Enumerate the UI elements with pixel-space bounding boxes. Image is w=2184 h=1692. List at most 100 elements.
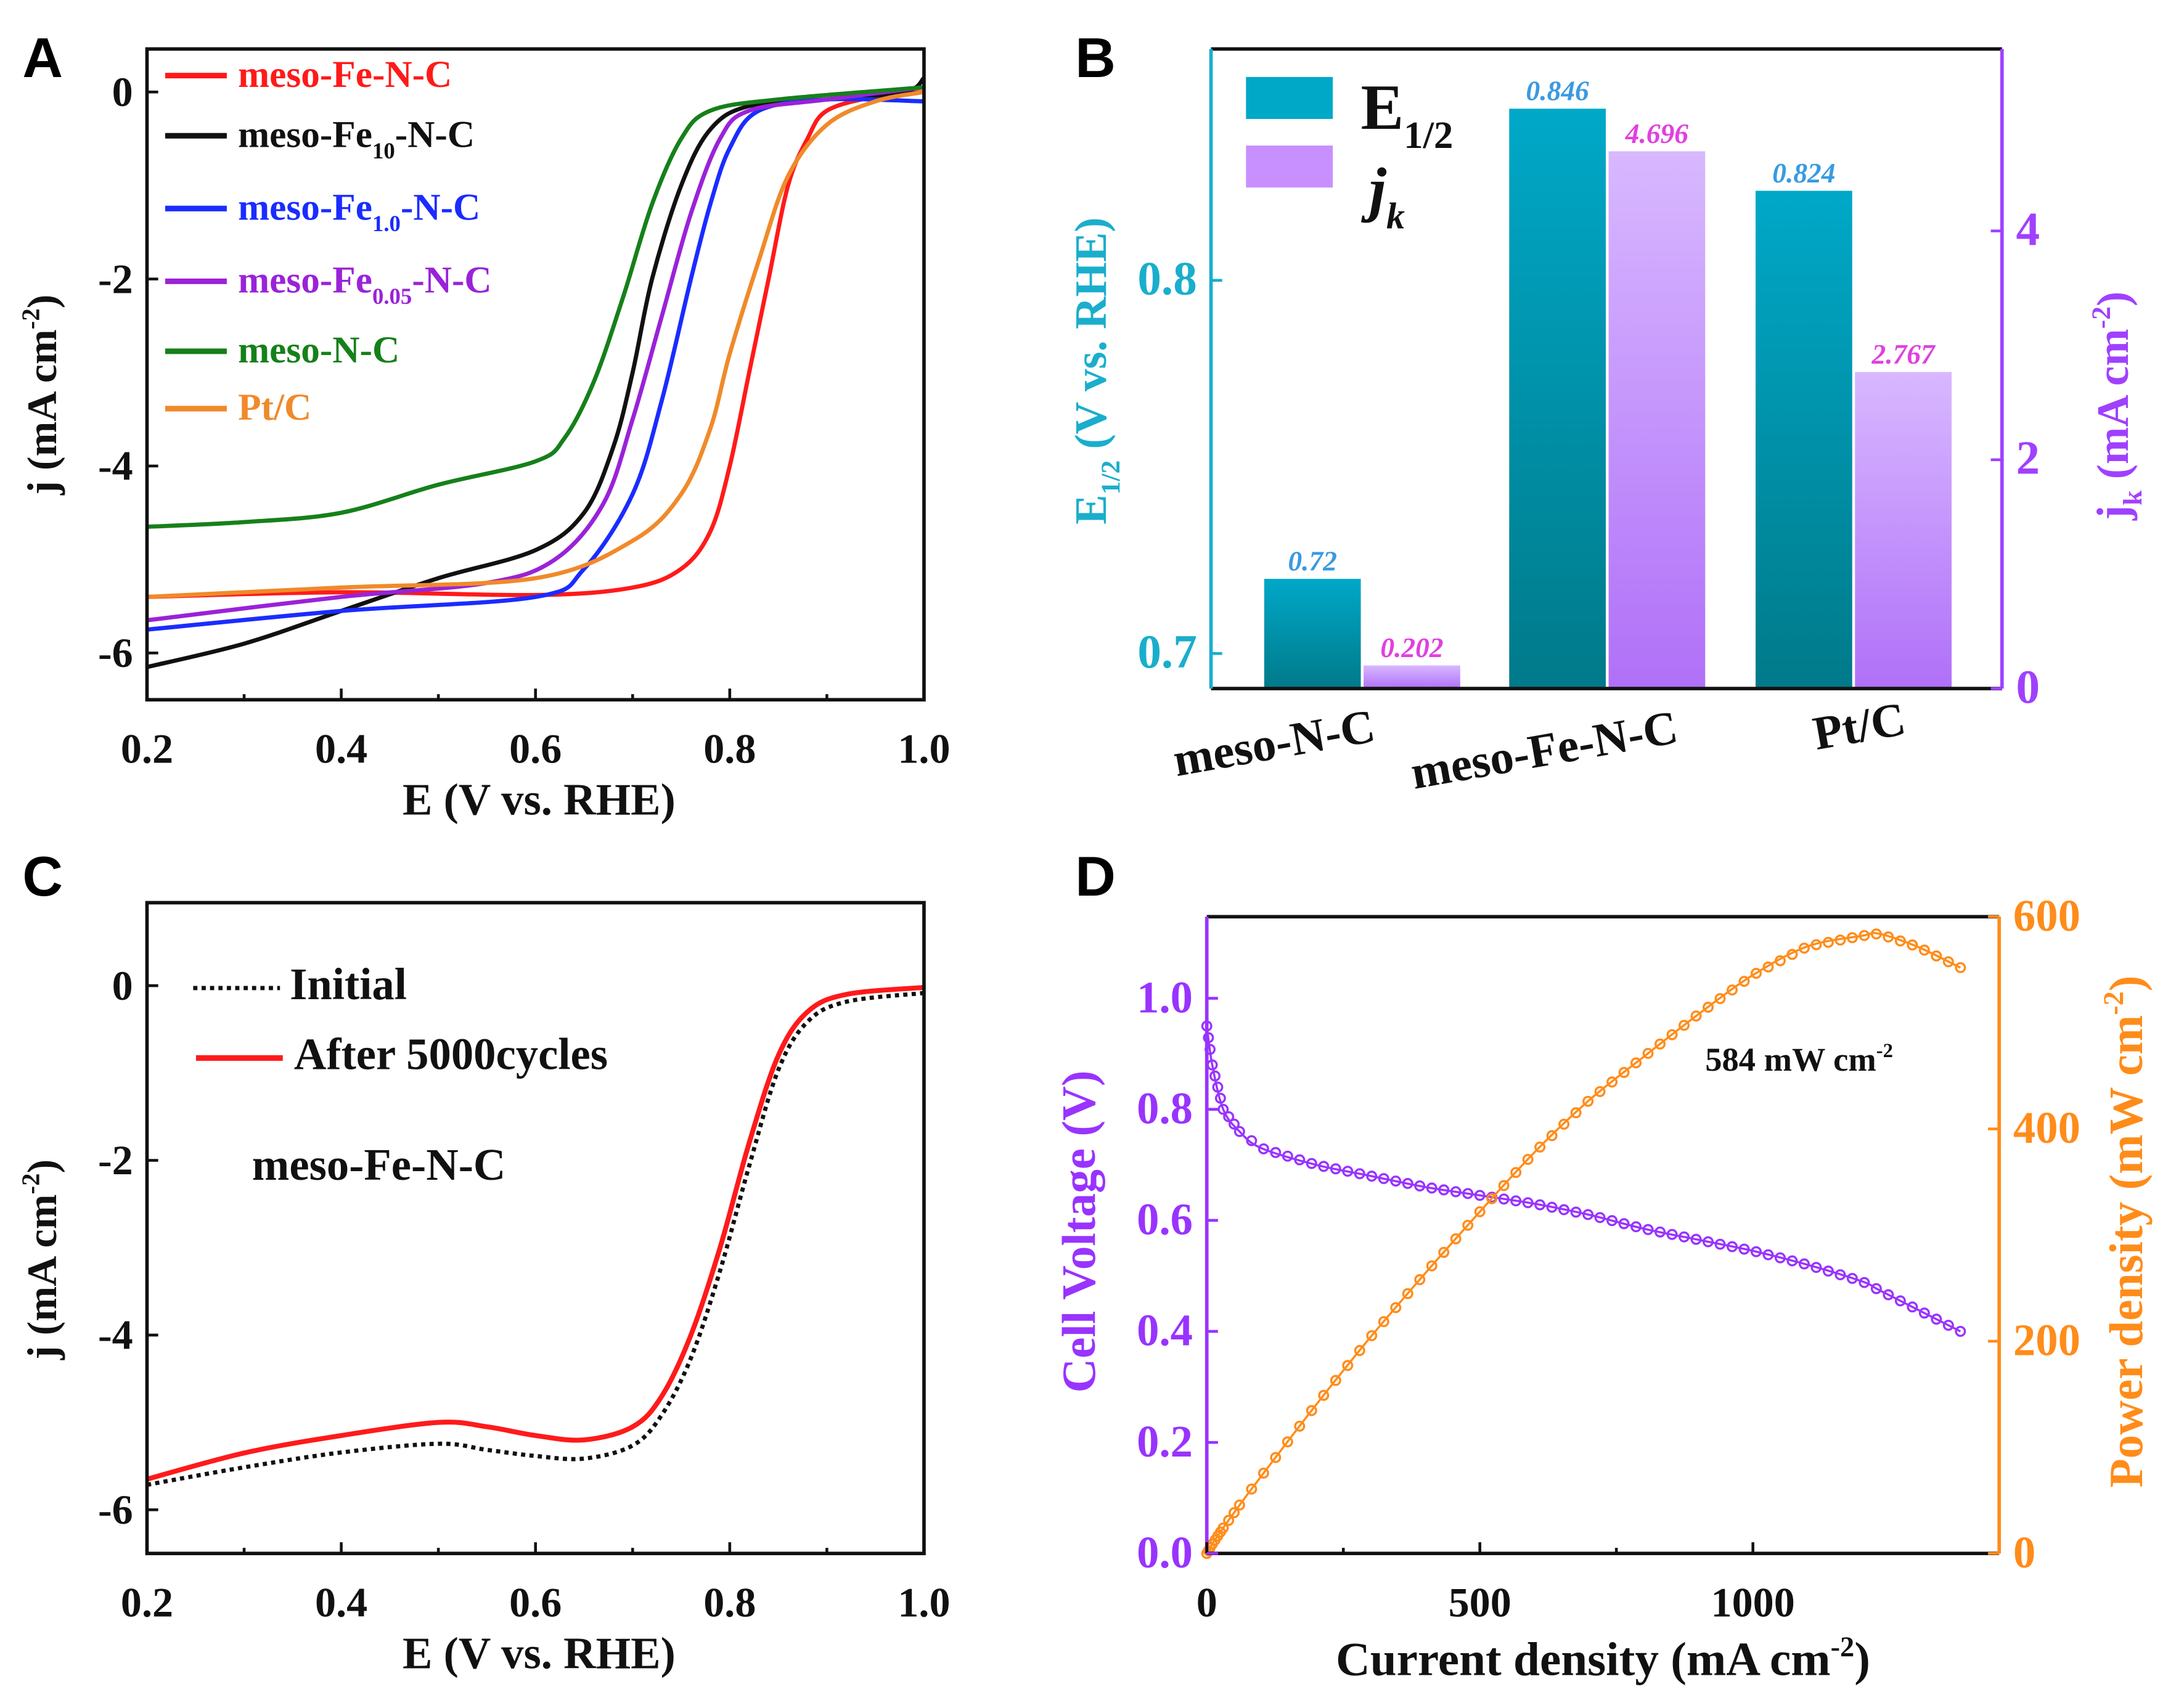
data-point: [1209, 1070, 1221, 1082]
data-point: [1522, 1153, 1534, 1165]
data-point: [1366, 1171, 1378, 1182]
data-point: [1498, 1193, 1510, 1205]
y-tick-label: 600: [2013, 891, 2080, 941]
x-tick-label: 1000: [1711, 1579, 1795, 1625]
data-point: [1306, 1405, 1317, 1416]
data-point: [1438, 1184, 1450, 1196]
panel-label-a: A: [22, 27, 63, 89]
legend-label-part: meso-Fe: [238, 260, 372, 301]
series-line: [147, 97, 925, 632]
legend-label: Initial: [290, 959, 407, 1009]
x-tick-label: 0.2: [121, 1579, 173, 1625]
legend-label-part: meso-Fe-N-C: [238, 54, 452, 96]
data-point: [1774, 955, 1786, 967]
y-axis-label-left-part: E: [1066, 494, 1116, 524]
y-axis-label-left: Cell Voltage (V): [1052, 1071, 1105, 1393]
bar: [1756, 190, 1852, 689]
data-point: [1486, 1193, 1498, 1204]
bar-data-label: 2.767: [1871, 339, 1936, 370]
y-axis-label-right-part: (mA cm: [2088, 329, 2138, 490]
y-axis-label-part: ): [18, 295, 65, 309]
y-tick-label: 0.8: [1137, 1083, 1193, 1133]
data-point: [1233, 1126, 1245, 1137]
y-tick-label: 1.0: [1137, 972, 1193, 1022]
y-axis-label-left-part: 1/2: [1096, 460, 1126, 495]
y-tick-label: 0.0: [1137, 1527, 1193, 1577]
data-point: [1618, 1218, 1630, 1230]
y-tick-label: 0: [2013, 1527, 2035, 1577]
y-tick-label: 0.2: [1137, 1416, 1193, 1466]
y-tick-label: 0.8: [1137, 252, 1196, 305]
x-axis-label: E (V vs. RHE): [403, 1628, 676, 1678]
data-point: [1294, 1420, 1306, 1432]
bar: [1364, 665, 1460, 689]
data-point: [1450, 1186, 1462, 1198]
data-point: [1318, 1161, 1330, 1172]
data-point: [1955, 962, 1966, 973]
y-tick-label: -4: [98, 443, 133, 489]
data-point: [1258, 1143, 1269, 1155]
y-axis-label-part: -2: [17, 308, 45, 329]
data-point: [1330, 1163, 1341, 1175]
data-point: [1498, 1180, 1510, 1191]
legend-label-part: 1.0: [372, 211, 401, 236]
y-tick-label: 0.7: [1137, 625, 1196, 678]
data-point: [1558, 1204, 1570, 1216]
data-point: [1942, 1320, 1954, 1331]
bar-data-label: 0.824: [1772, 158, 1835, 189]
y-axis-label-part: ): [18, 1159, 65, 1174]
data-point: [1618, 1066, 1630, 1078]
data-point: [1570, 1107, 1582, 1119]
bar: [1855, 372, 1952, 689]
data-point: [1846, 932, 1858, 944]
data-point: [1594, 1212, 1606, 1224]
x-axis-label-part: E (V vs. RHE): [403, 1628, 676, 1678]
legend: meso-Fe-N-Cmeso-Fe10-N-Cmeso-Fe1.0-N-Cme…: [165, 54, 492, 428]
data-point: [1786, 949, 1798, 960]
data-point: [1870, 1283, 1882, 1294]
y-axis-label-right-part: ): [2088, 292, 2138, 306]
peak-power-annotation: 584 mW cm-2: [1705, 1040, 1893, 1078]
y-axis-label-right-part: k: [2118, 490, 2148, 505]
legend-label: meso-Fe10-N-C: [238, 113, 475, 163]
data-point: [1894, 1295, 1906, 1307]
y-tick-label: 0: [112, 962, 133, 1009]
legend-label: meso-Fe0.05-N-C: [238, 260, 492, 309]
legend-label-part: j: [1360, 155, 1387, 224]
data-point: [1306, 1158, 1317, 1169]
legend: Initial After 5000cycles: [193, 959, 608, 1079]
data-point: [1642, 1224, 1654, 1235]
series-line: [147, 85, 925, 529]
chart-panel-c: 0.2 0.4 0.6 0.8 1.0 0 -2 -4 -6 E (V vs. RHE) j (mA…: [17, 901, 951, 1678]
data-point: [1859, 1277, 1870, 1288]
data-point: [1679, 1020, 1690, 1031]
data-point: [1474, 1206, 1486, 1217]
y-axis-label-left: E1/2 (V vs. RHE): [1066, 218, 1126, 525]
x-tick-label: 1.0: [898, 725, 950, 772]
data-point: [1738, 976, 1750, 987]
legend-label: E1/2: [1361, 72, 1454, 157]
data-point: [1510, 1195, 1522, 1207]
data-point: [1582, 1209, 1594, 1220]
data-point: [1666, 1029, 1678, 1040]
x-tick-label: 0.8: [703, 725, 756, 772]
legend-label: meso-N-C: [238, 329, 399, 371]
data-point: [1786, 1255, 1798, 1267]
y-axis-label-part: -2: [17, 1173, 45, 1194]
peak-power-annotation-part: -2: [1876, 1040, 1893, 1062]
data-point: [1907, 939, 1918, 950]
data-point: [1834, 934, 1846, 946]
chart-panel-b: 0.72 0.202 0.846 4.696 0.824 2.767 0.7 0.8 0 2 4 me…: [1066, 47, 2148, 799]
legend: E1/2jk: [1246, 72, 1453, 237]
data-point: [1390, 1175, 1402, 1187]
bar-data-label: 0.846: [1526, 76, 1589, 107]
legend-swatch: [1246, 145, 1333, 188]
data-point: [1955, 1325, 1966, 1337]
data-point: [1414, 1180, 1426, 1191]
legend-label: Pt/C: [238, 386, 311, 428]
data-point: [1426, 1182, 1438, 1194]
x-axis-label-part: ): [1854, 1633, 1870, 1686]
data-point: [1727, 984, 1738, 996]
data-point: [1402, 1178, 1413, 1189]
bar: [1264, 579, 1361, 689]
